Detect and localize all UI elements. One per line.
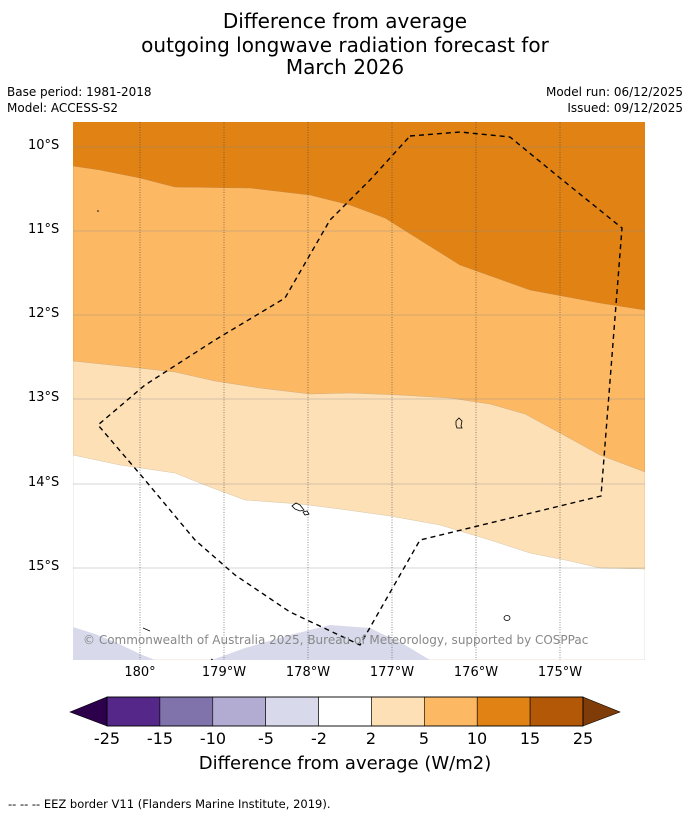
colorbar-tick: 10 [466, 729, 488, 748]
map-area [73, 122, 645, 660]
eez-border [97, 131, 623, 646]
title-line-3: March 2026 [285, 55, 405, 79]
island-c [302, 510, 310, 516]
lon-tick-177w: 177°W [369, 665, 415, 680]
lon-tick-176w: 176°W [453, 665, 499, 680]
colorbar-tick: 5 [418, 729, 430, 748]
copyright-note: © Commonwealth of Australia 2025, Bureau… [83, 633, 589, 647]
lon-tick-179w: 179°W [201, 665, 247, 680]
island-a [455, 417, 463, 429]
lat-tick-15s: 15°S [28, 559, 60, 574]
colorbar-segment [159, 696, 214, 727]
lon-tick-178w: 178°W [285, 665, 331, 680]
colorbar-label: Difference from average (W/m2) [198, 753, 492, 774]
lat-gridlines [73, 146, 645, 569]
colorbar-segment [476, 696, 531, 727]
colorbar-segment [371, 696, 425, 727]
lat-tick-14s: 14°S [28, 475, 60, 490]
colorbar-tick: -10 [199, 729, 227, 748]
model-run: Model run: 06/12/2025 [545, 85, 683, 99]
colorbar-tick: -5 [258, 729, 274, 748]
lat-tick-10s: 10°S [28, 138, 60, 153]
colorbar-outline [106, 696, 584, 727]
lat-tick-12s: 12°S [28, 306, 60, 321]
title-line-1: Difference from average [222, 9, 468, 33]
colorbar-tick: -25 [93, 729, 121, 748]
island-dot [97, 210, 99, 212]
colorbar-segment [265, 696, 319, 727]
lon-gridlines [139, 122, 561, 660]
base-period: Base period: 1981-2018 [7, 85, 152, 99]
island-f [210, 658, 214, 660]
island-e [142, 627, 151, 632]
colorbar-segment [106, 696, 161, 727]
colorbar-segment [318, 696, 372, 727]
colorbar-extend-low [69, 696, 108, 727]
model-name: Model: ACCESS-S2 [7, 101, 119, 115]
colorbar-tick: -2 [311, 729, 327, 748]
lat-tick-13s: 13°S [28, 390, 60, 405]
colorbar-tick: 15 [519, 729, 541, 748]
colorbar [69, 696, 621, 727]
lon-tick-180: 180° [124, 665, 156, 680]
title-line-2: outgoing longwave radiation forecast for [141, 33, 549, 57]
colorbar-segment [529, 696, 584, 727]
island-b [291, 502, 305, 512]
island-d [503, 615, 511, 621]
colorbar-tick: -15 [146, 729, 174, 748]
colorbar-segments [106, 696, 584, 727]
colorbar-tick: 2 [365, 729, 377, 748]
colorbar-tick: 25 [572, 729, 594, 748]
colorbar-segment [424, 696, 478, 727]
colorbar-extend-high [582, 696, 621, 727]
band-neg-center [212, 625, 430, 660]
lat-tick-11s: 11°S [28, 222, 60, 237]
lon-tick-175w: 175°W [537, 665, 583, 680]
issued-date: Issued: 09/12/2025 [567, 101, 683, 115]
band-neutral [73, 454, 645, 660]
eez-footnote: -- -- -- EEZ border V11 (Flanders Marine… [8, 797, 331, 811]
band-neg-left [73, 627, 155, 660]
colorbar-segment [212, 696, 266, 727]
